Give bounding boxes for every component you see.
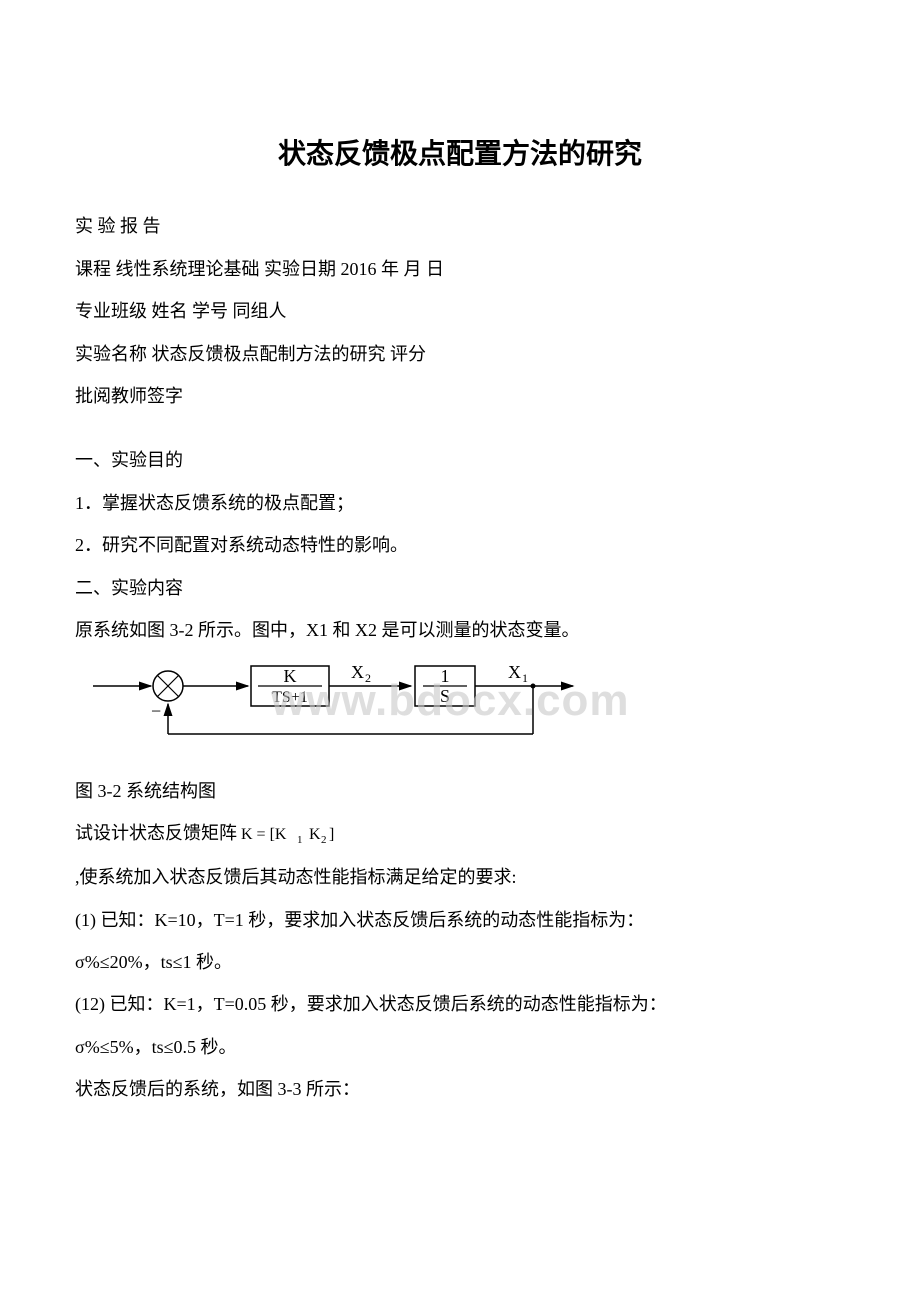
requirement-2b: σ%≤5%，ts≤0.5 秒。 <box>75 1031 845 1063</box>
block1-denominator: TS+1 <box>272 689 308 706</box>
requirement-1b: σ%≤20%，ts≤1 秒。 <box>75 946 845 978</box>
spacer <box>75 422 845 444</box>
svg-text:K: K <box>309 826 321 843</box>
block2-numerator: 1 <box>441 666 450 686</box>
block1-numerator: K <box>284 666 297 686</box>
class-line: 专业班级 姓名 学号 同组人 <box>75 295 845 327</box>
x2-sub: 2 <box>365 671 371 685</box>
x1-sub: 1 <box>522 671 528 685</box>
exp-name-line: 实验名称 状态反馈极点配制方法的研究 评分 <box>75 338 845 370</box>
report-header-line: 实 验 报 告 <box>75 210 845 242</box>
design-text: 试设计状态反馈矩阵 K = [K 1 K 2 ] <box>75 817 845 851</box>
section-1-item-1: 1．掌握状态反馈系统的极点配置； <box>75 487 845 519</box>
requirement-2a: (12) 已知：K=1，T=0.05 秒，要求加入状态反馈后系统的动态性能指标为… <box>75 988 845 1020</box>
svg-text:2: 2 <box>321 834 327 845</box>
figure-caption: 图 3-2 系统结构图 <box>75 775 845 807</box>
course-line: 课程 线性系统理论基础 实验日期 2016 年 月 日 <box>75 253 845 285</box>
x1-label: X <box>508 662 521 682</box>
section-2-title: 二、实验内容 <box>75 572 845 604</box>
feedback-matrix-formula: K = [K 1 K 2 ] <box>239 819 359 851</box>
svg-text:K = [K: K = [K <box>241 826 287 843</box>
diagram-container: www.bdocx.com K TS+1 X 2 1 S X 1 <box>93 656 845 766</box>
minus-sign: − <box>151 701 161 721</box>
signature-line: 批阅教师签字 <box>75 380 845 412</box>
requirement-1a: (1) 已知：K=10，T=1 秒，要求加入状态反馈后系统的动态性能指标为： <box>75 904 845 936</box>
x2-label: X <box>351 662 364 682</box>
page-title: 状态反馈极点配置方法的研究 <box>75 130 845 180</box>
section-1-item-2: 2．研究不同配置对系统动态特性的影响。 <box>75 529 845 561</box>
block2-denominator: S <box>440 686 450 706</box>
design-suffix: ,使系统加入状态反馈后其动态性能指标满足给定的要求: <box>75 861 845 893</box>
svg-text:1: 1 <box>297 834 303 845</box>
system-diagram: K TS+1 X 2 1 S X 1 − <box>93 656 613 756</box>
section-1-title: 一、实验目的 <box>75 444 845 476</box>
section-2-para: 原系统如图 3-2 所示。图中，X1 和 X2 是可以测量的状态变量。 <box>75 614 845 646</box>
svg-text:]: ] <box>329 826 334 843</box>
after-feedback-text: 状态反馈后的系统，如图 3-3 所示： <box>75 1073 845 1105</box>
design-prefix: 试设计状态反馈矩阵 <box>75 823 237 843</box>
